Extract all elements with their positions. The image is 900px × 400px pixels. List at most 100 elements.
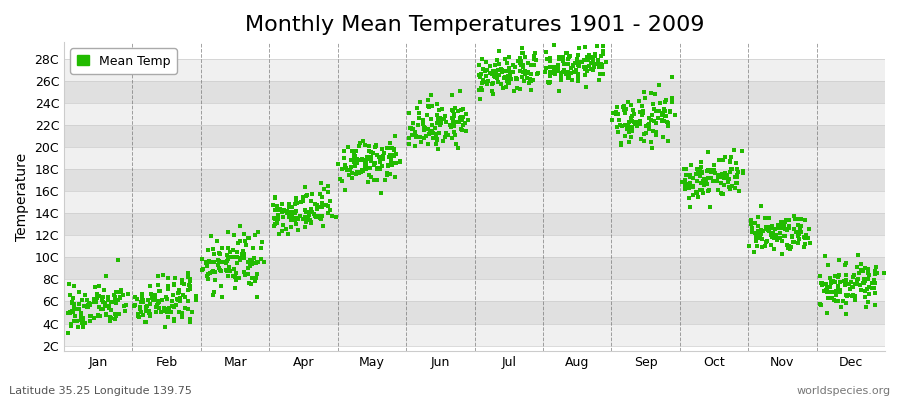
Point [145, 295, 159, 302]
Point [65, 300, 79, 306]
Point [255, 245, 269, 252]
Point [412, 110, 427, 116]
Point [173, 298, 187, 304]
Point [61, 310, 76, 316]
Point [151, 273, 166, 279]
Point [636, 110, 651, 116]
Point [490, 70, 504, 76]
Point [126, 303, 140, 309]
Point [617, 122, 632, 128]
Point [335, 166, 349, 172]
Point [102, 302, 116, 309]
Point [591, 76, 606, 83]
Point [775, 225, 789, 232]
Point [688, 189, 703, 196]
Point [76, 315, 90, 321]
Point [761, 227, 776, 234]
Point [267, 216, 282, 223]
Point [707, 166, 722, 173]
Point [524, 62, 538, 68]
Point [484, 70, 499, 77]
Point [764, 242, 778, 249]
Point [704, 169, 718, 175]
Point [377, 177, 392, 184]
Point [432, 107, 446, 113]
Point [543, 64, 557, 70]
Point [551, 62, 565, 68]
Point [205, 268, 220, 274]
Legend: Mean Temp: Mean Temp [70, 48, 176, 74]
Point [778, 226, 792, 233]
Point [368, 143, 382, 149]
Point [405, 132, 419, 138]
Point [109, 288, 123, 295]
Point [317, 186, 331, 192]
Point [382, 140, 397, 146]
Point [402, 110, 417, 116]
Point [514, 58, 528, 64]
Point [721, 176, 735, 182]
Point [758, 243, 772, 249]
Point [778, 219, 793, 225]
Point [833, 289, 848, 296]
Point [569, 69, 583, 76]
Point [713, 173, 727, 179]
Bar [64, 257, 885, 280]
Point [773, 223, 788, 230]
Point [344, 157, 358, 163]
Point [354, 169, 368, 176]
Point [755, 228, 770, 234]
Point [107, 292, 122, 298]
Y-axis label: Temperature: Temperature [15, 152, 29, 241]
Point [596, 48, 610, 54]
Point [139, 304, 153, 310]
Point [652, 108, 667, 114]
Point [241, 259, 256, 266]
Point [176, 291, 190, 298]
Point [775, 238, 789, 244]
Point [133, 309, 148, 315]
Point [605, 117, 619, 124]
Point [63, 309, 77, 315]
Point [501, 65, 516, 72]
Point [289, 197, 303, 203]
Point [759, 238, 773, 245]
Point [518, 68, 532, 74]
Point [108, 316, 122, 322]
Point [118, 308, 132, 314]
Point [99, 312, 113, 318]
Point [370, 152, 384, 158]
Point [255, 239, 269, 245]
Point [694, 180, 708, 186]
Point [654, 110, 669, 116]
Point [588, 53, 602, 59]
Point [823, 284, 837, 290]
Point [128, 302, 142, 308]
Point [551, 64, 565, 71]
Point [151, 299, 166, 305]
Point [148, 292, 162, 298]
Point [382, 171, 397, 178]
Point [554, 70, 568, 76]
Point [700, 148, 715, 155]
Point [178, 304, 193, 311]
Point [135, 291, 149, 297]
Point [845, 292, 859, 299]
Point [459, 111, 473, 117]
Point [606, 110, 620, 116]
Point [289, 208, 303, 215]
Point [489, 71, 503, 77]
Point [861, 276, 876, 283]
Point [759, 226, 773, 232]
Point [859, 304, 873, 310]
Point [715, 171, 729, 178]
Bar [64, 81, 885, 103]
Point [633, 121, 647, 127]
Point [166, 298, 180, 305]
Point [248, 260, 263, 266]
Point [418, 133, 433, 140]
Point [364, 174, 378, 180]
Point [220, 273, 235, 279]
Point [345, 148, 359, 154]
Point [591, 57, 606, 64]
